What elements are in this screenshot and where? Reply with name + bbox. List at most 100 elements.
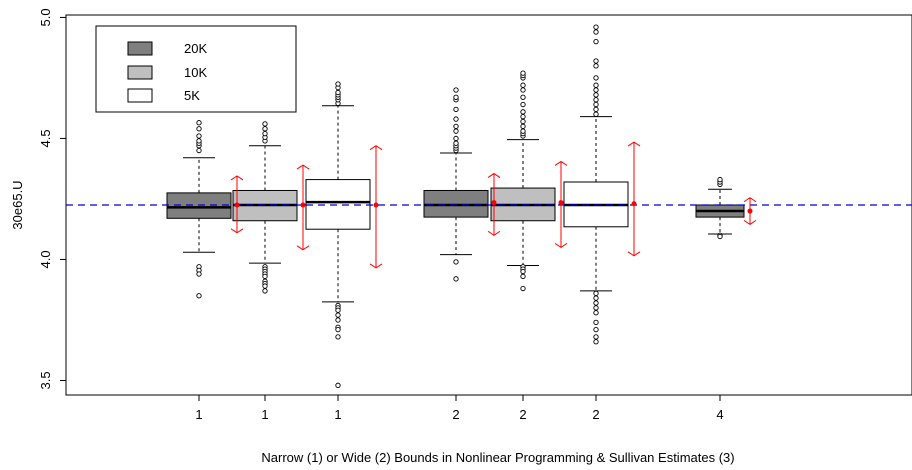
outlier-point xyxy=(262,283,268,289)
interval-cap-lower xyxy=(369,263,383,269)
outlier-point xyxy=(335,81,341,87)
x-tick-label-1: 1 xyxy=(195,407,202,422)
outlier-point xyxy=(262,121,268,127)
outlier-point xyxy=(593,92,599,98)
outlier-point xyxy=(196,120,202,126)
interval-cap-lower xyxy=(230,228,244,234)
outlier-point xyxy=(453,140,459,146)
x-axis: 1 1 1 2 2 2 4 xyxy=(195,395,724,422)
outlier-point xyxy=(593,310,599,316)
outlier-point xyxy=(335,334,341,340)
interval-6 xyxy=(627,141,641,257)
interval-cap-upper xyxy=(627,141,641,147)
x-tick-label-4: 2 xyxy=(452,407,459,422)
outlier-point xyxy=(262,273,268,280)
interval-7 xyxy=(743,197,757,225)
outlier-point xyxy=(520,123,526,129)
legend-label-20k: 20K xyxy=(184,41,207,56)
outlier-point xyxy=(593,111,599,117)
box-6 xyxy=(563,24,629,345)
interval-mean-point xyxy=(300,202,306,208)
outlier-point xyxy=(593,63,599,69)
outlier-point xyxy=(453,123,459,129)
interval-cap-upper xyxy=(296,164,310,170)
outlier-point xyxy=(335,317,341,323)
outlier-point xyxy=(520,101,526,108)
interval-mean-point xyxy=(373,202,379,208)
box-4 xyxy=(423,87,489,282)
outlier-point xyxy=(593,305,599,311)
outlier-point xyxy=(196,147,202,154)
outlier-point xyxy=(593,58,599,64)
outlier-point xyxy=(262,126,268,132)
outlier-point xyxy=(453,259,459,265)
y-axis-label: 30e65.U xyxy=(10,180,25,229)
outlier-point xyxy=(520,94,526,100)
interval-mean-point xyxy=(234,202,240,208)
outlier-point xyxy=(196,133,202,139)
interval-cap-lower xyxy=(487,230,501,236)
interval-cap-lower xyxy=(743,219,757,225)
interval-mean-point xyxy=(491,200,497,206)
outlier-point xyxy=(520,70,526,76)
outlier-point xyxy=(593,290,599,296)
outlier-point xyxy=(593,24,599,30)
outlier-point xyxy=(593,300,599,306)
interval-mean-point xyxy=(747,208,753,214)
outlier-point xyxy=(453,128,459,134)
outlier-point xyxy=(335,312,341,318)
outlier-point xyxy=(520,285,526,292)
outlier-point xyxy=(196,271,202,277)
box-2 xyxy=(232,121,298,294)
y-axis: 3.5 4.0 4.5 5.0 xyxy=(38,8,66,390)
x-axis-label: Narrow (1) or Wide (2) Bounds in Nonline… xyxy=(261,450,734,465)
outlier-point xyxy=(520,273,526,280)
legend-label-10k: 10K xyxy=(184,65,207,80)
box-5 xyxy=(490,70,556,292)
y-tick-label-3: 5.0 xyxy=(38,8,53,26)
box-3 xyxy=(305,81,371,388)
outlier-point xyxy=(520,268,526,275)
y-tick-label-2: 4.5 xyxy=(38,129,53,147)
outlier-point xyxy=(196,126,202,132)
interval-cap-lower xyxy=(296,245,310,251)
outlier-point xyxy=(593,106,599,113)
outlier-point xyxy=(593,75,599,81)
legend-swatch-20k xyxy=(127,41,153,56)
interval-mean-point xyxy=(558,200,564,206)
outlier-point xyxy=(335,89,341,96)
outlier-point xyxy=(520,87,526,93)
outlier-point xyxy=(593,339,599,345)
outlier-point xyxy=(453,135,459,142)
x-tick-label-3: 1 xyxy=(334,407,341,422)
interval-2 xyxy=(296,164,310,251)
box-1 xyxy=(166,120,232,299)
interval-cap-upper xyxy=(743,197,757,203)
outlier-point xyxy=(335,326,341,333)
interval-cap-upper xyxy=(230,175,244,181)
outlier-point xyxy=(593,295,599,301)
x-tick-label-5: 2 xyxy=(519,407,526,422)
x-tick-label-2: 1 xyxy=(261,407,268,422)
outlier-point xyxy=(520,82,526,88)
outlier-point xyxy=(520,109,526,115)
outlier-point xyxy=(335,382,341,388)
x-tick-label-6: 2 xyxy=(592,407,599,422)
outlier-point xyxy=(593,97,599,103)
x-tick-label-7: 4 xyxy=(716,407,723,422)
outlier-point xyxy=(593,334,599,340)
outlier-point xyxy=(717,233,723,240)
outlier-point xyxy=(593,38,599,45)
outlier-point xyxy=(593,101,599,108)
legend-swatch-10k xyxy=(127,65,153,80)
outlier-point xyxy=(196,293,202,299)
interval-group xyxy=(230,141,757,269)
outlier-point xyxy=(593,82,599,88)
outlier-point xyxy=(593,326,599,333)
interval-mean-point xyxy=(631,201,637,207)
outlier-point xyxy=(520,114,526,120)
outlier-point xyxy=(453,276,459,282)
y-tick-label-1: 4.0 xyxy=(38,250,53,268)
interval-cap-upper xyxy=(487,172,501,178)
